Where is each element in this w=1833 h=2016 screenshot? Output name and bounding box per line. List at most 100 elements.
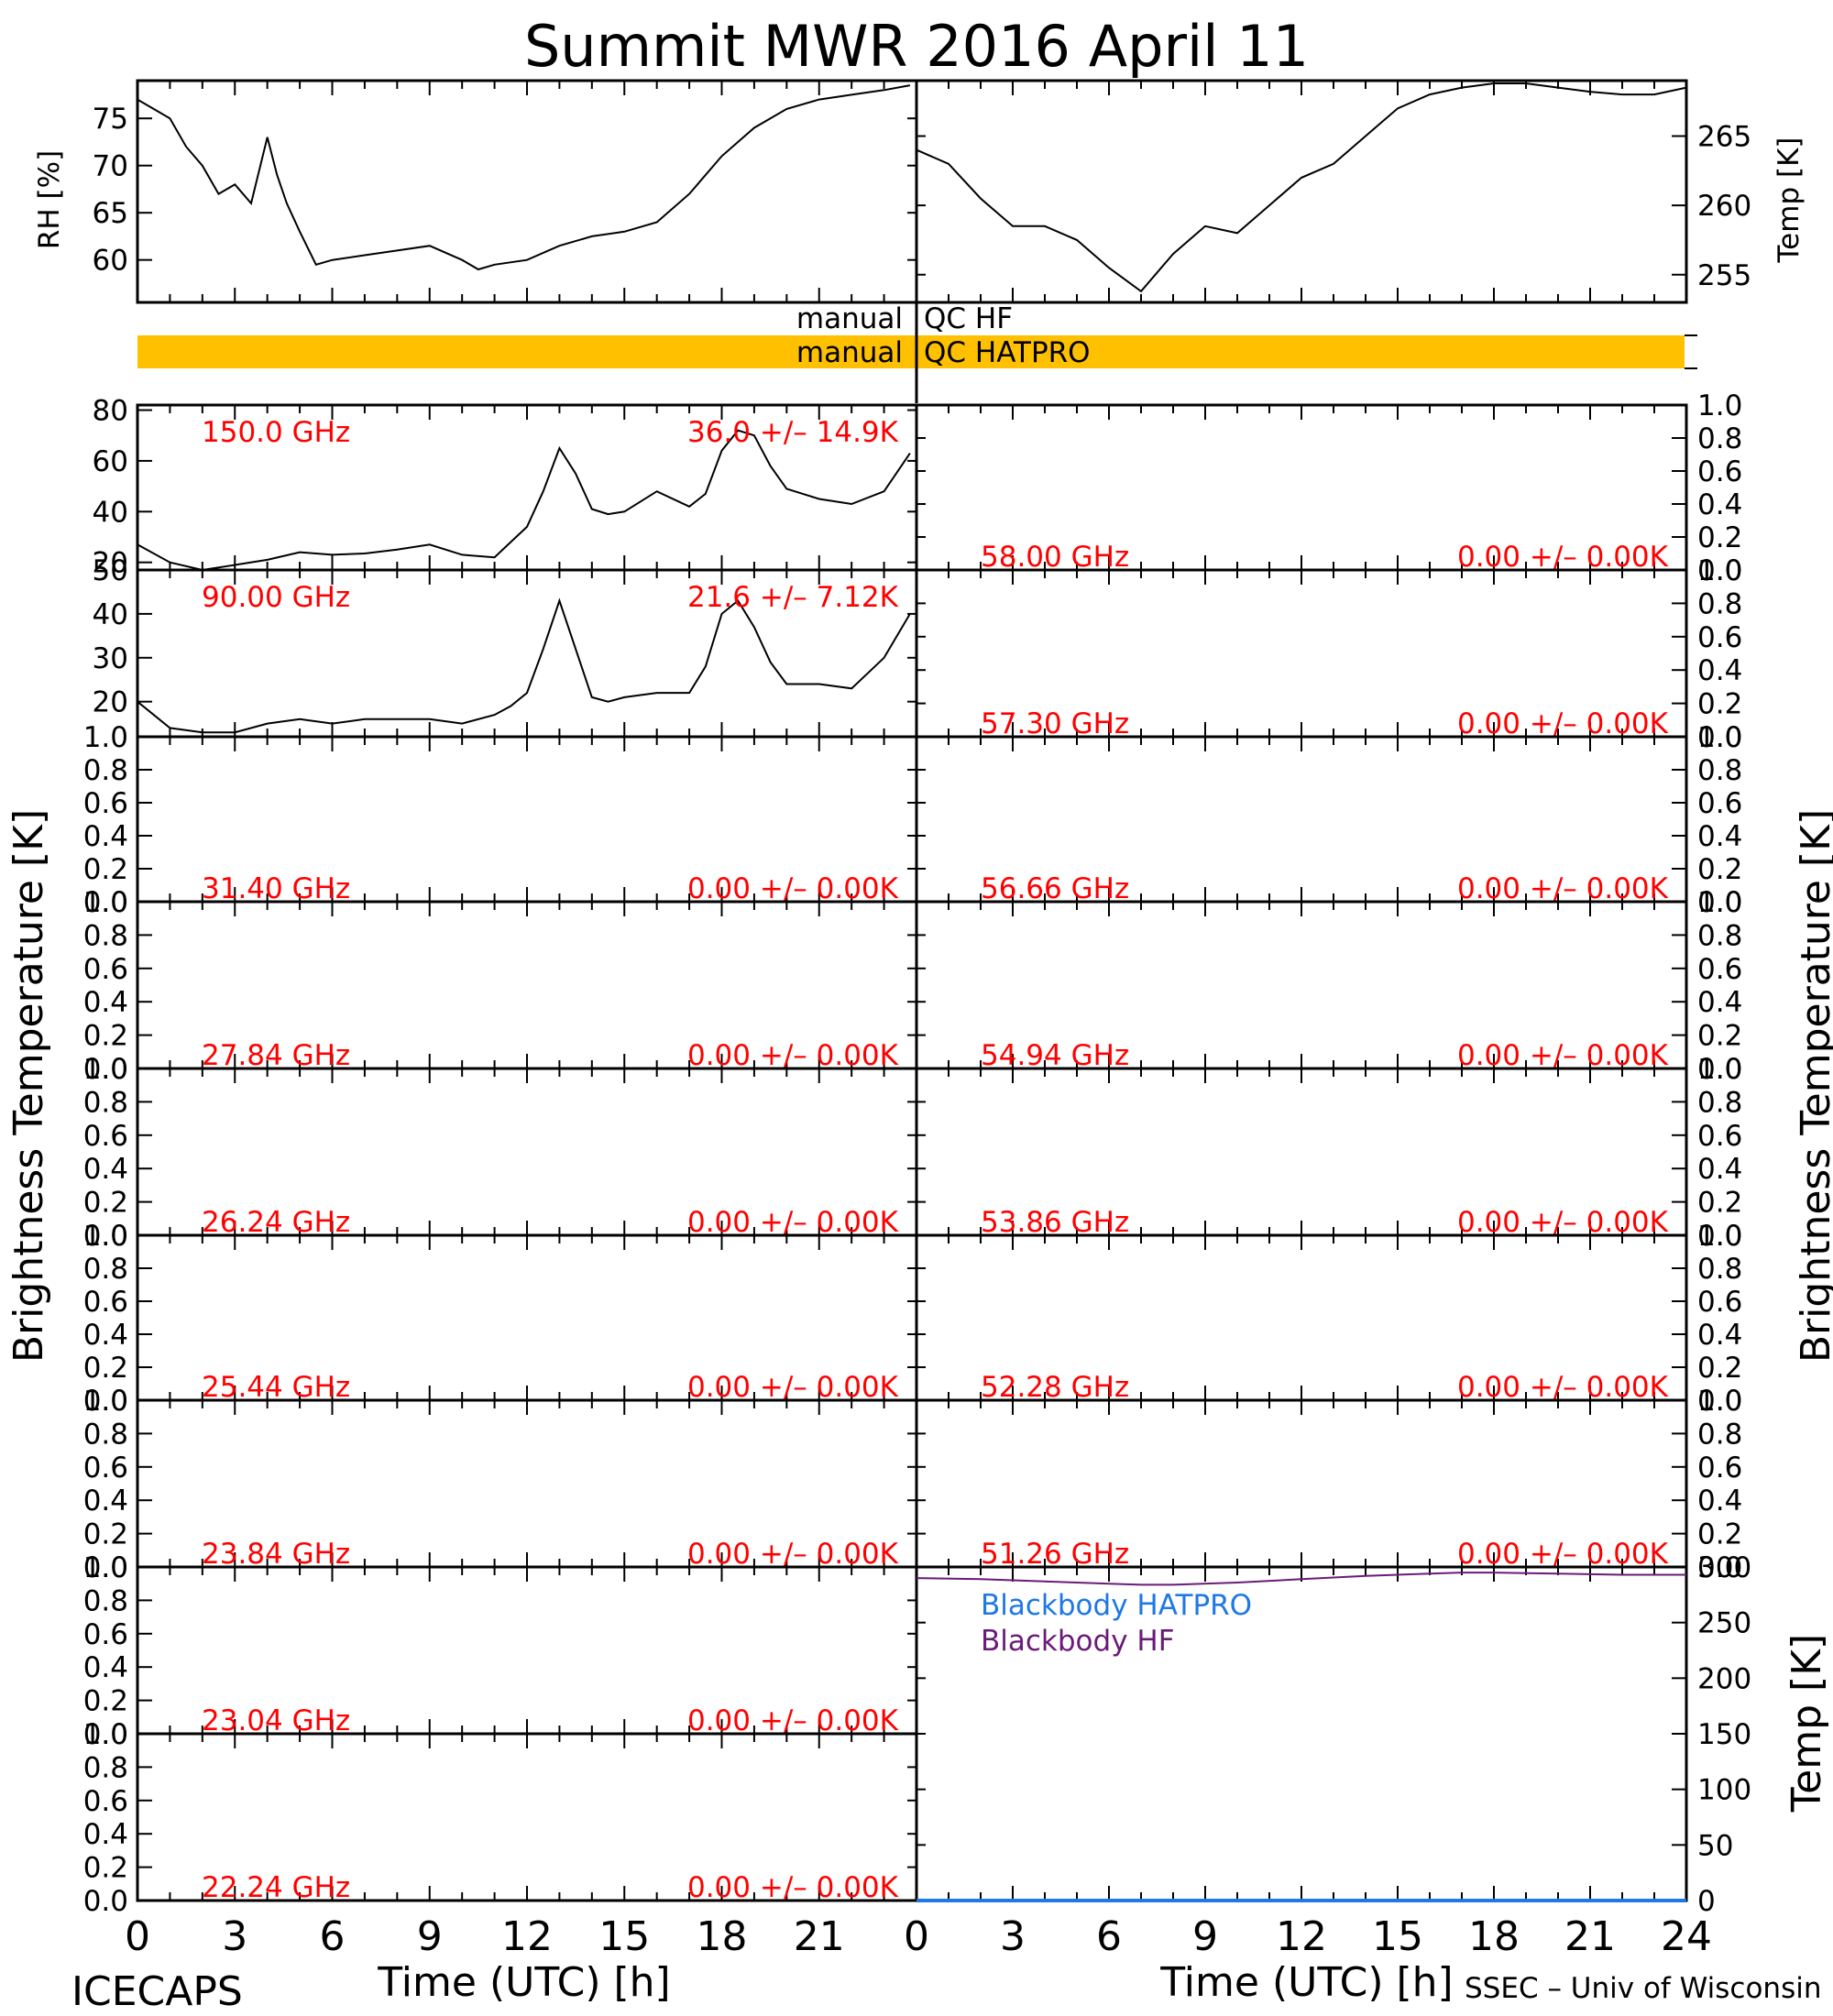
channel-label: 26.24 GHz xyxy=(202,1206,350,1239)
y-tick-label: 0.6 xyxy=(83,1120,128,1153)
x-tick-label-right: 18 xyxy=(1468,1913,1520,1960)
panel-ch5666: 0.00.20.40.60.81.056.66 GHz 0.00 +/– 0.00… xyxy=(915,721,1742,919)
qc-section: manual QC HF manual QC HATPRO xyxy=(137,302,1697,403)
y-tick-label: 0.2 xyxy=(83,1685,128,1718)
channel-label: 25.44 GHz xyxy=(202,1371,350,1404)
stats-label: 0.00 +/– 0.00K xyxy=(687,872,899,905)
y-tick-label: 0.2 xyxy=(1697,1187,1742,1220)
bt-right-axis-label: Brightness Temperature [K] xyxy=(1793,809,1833,1363)
y-tick-label: 0.6 xyxy=(83,1785,128,1818)
blackbody-temp-axis-label: Temp [K] xyxy=(1784,1634,1830,1813)
panel-rh: 60 65 70 75 xyxy=(93,79,918,304)
y-tick-label: 0.4 xyxy=(1697,986,1742,1019)
y-tick-label: 0.2 xyxy=(1697,688,1742,721)
y-tick-label: 0.0 xyxy=(1697,1551,1742,1584)
y-tick-label: 255 xyxy=(1697,259,1751,292)
x-tick-label-left: 9 xyxy=(417,1913,443,1960)
panel-ch5800: 0.00.20.40.60.81.058.00 GHz 0.00 +/– 0.00… xyxy=(915,389,1742,587)
y-tick-label: 0 xyxy=(1697,1885,1716,1918)
qc-hf-right-label: QC HF xyxy=(924,302,1013,335)
panel-ch5386: 0.00.20.40.60.81.053.86 GHz 0.00 +/– 0.00… xyxy=(915,1053,1742,1253)
y-tick-label: 80 xyxy=(93,395,128,428)
y-tick-label: 0.4 xyxy=(83,1651,128,1684)
x-tick-label-right: 6 xyxy=(1096,1913,1122,1960)
channel-label: 58.00 GHz xyxy=(981,541,1129,574)
y-tick-label: 50 xyxy=(1697,1829,1733,1862)
y-tick-label: 0.4 xyxy=(1697,820,1742,853)
y-tick-label: 200 xyxy=(1697,1662,1751,1695)
x-tick-label-right: 3 xyxy=(1000,1913,1026,1960)
y-tick-label: 0.0 xyxy=(83,1551,128,1584)
y-tick-label: 20 xyxy=(93,547,128,580)
y-tick-label: 0.8 xyxy=(1697,422,1742,455)
rh-axis-label: RH [%] xyxy=(33,150,66,249)
y-tick-label: 0.8 xyxy=(83,919,128,952)
y-tick-label: 0.4 xyxy=(1697,1319,1742,1352)
y-tick-label: 0.4 xyxy=(83,1319,128,1352)
y-tick-label: 60 xyxy=(93,445,128,478)
y-tick-label: 0.4 xyxy=(83,1153,128,1186)
y-tick-label: 0.8 xyxy=(1697,1253,1742,1286)
y-tick-label: 30 xyxy=(93,642,128,675)
y-tick-label: 0.0 xyxy=(83,1053,128,1086)
x-tick-label-left: 0 xyxy=(125,1913,150,1960)
y-tick-label: 100 xyxy=(1697,1774,1751,1807)
y-tick-label: 70 xyxy=(93,150,128,183)
x-tick-label-right: 12 xyxy=(1276,1913,1327,1960)
channel-label: 27.84 GHz xyxy=(202,1039,350,1072)
y-tick-label: 0.2 xyxy=(1697,1352,1742,1385)
x-axis-label-left: Time (UTC) [h] xyxy=(377,1959,670,2006)
channel-label: 54.94 GHz xyxy=(981,1039,1129,1072)
y-tick-label: 50 xyxy=(93,554,128,587)
y-tick-label: 0.6 xyxy=(83,1452,128,1485)
panel-ch2224: 0.00.20.40.60.81.022.24 GHz 0.00 +/– 0.00… xyxy=(83,1718,918,1918)
channel-label: 57.30 GHz xyxy=(981,707,1129,740)
panel-ch5494: 0.00.20.40.60.81.054.94 GHz 0.00 +/– 0.00… xyxy=(915,886,1742,1086)
stats-label: 0.00 +/– 0.00K xyxy=(1457,707,1669,740)
stats-label: 0.00 +/– 0.00K xyxy=(1457,1206,1669,1239)
figure-title: Summit MWR 2016 April 11 xyxy=(524,13,1309,80)
panel-bt90: 20 30 40 50 90.00 GHz 21.6 +/– 7.12K xyxy=(93,554,918,739)
stats-label: 0.00 +/– 0.00K xyxy=(1457,872,1669,905)
x-tick-label-left: 18 xyxy=(697,1913,748,1960)
y-tick-label: 1.0 xyxy=(1697,389,1742,422)
footer-right-label: SSEC – Univ of Wisconsin xyxy=(1465,1972,1821,2005)
x-tick-label-left: 12 xyxy=(501,1913,553,1960)
stats-label: 36.0 +/– 14.9K xyxy=(687,416,899,449)
y-tick-label: 0.8 xyxy=(83,754,128,787)
stats-label: 0.00 +/– 0.00K xyxy=(1457,1039,1669,1072)
panel-temp: 255 260 265 xyxy=(915,79,1751,304)
series-line-blackbody-hf xyxy=(916,1572,1686,1586)
y-tick-label: 1.0 xyxy=(1697,1053,1742,1086)
qc-hatpro-bar xyxy=(137,335,1685,368)
y-tick-label: 0.2 xyxy=(1697,521,1742,554)
y-tick-label: 0.6 xyxy=(1697,455,1742,488)
y-tick-label: 265 xyxy=(1697,121,1751,154)
y-tick-label: 0.0 xyxy=(1697,1053,1742,1086)
panel-ch2304: 0.00.20.40.60.81.023.04 GHz 0.00 +/– 0.00… xyxy=(83,1551,918,1751)
panel-ch5228: 0.00.20.40.60.81.052.28 GHz 0.00 +/– 0.00… xyxy=(915,1220,1742,1418)
y-tick-label: 0.6 xyxy=(1697,953,1742,986)
x-tick-label-left: 6 xyxy=(320,1913,346,1960)
panel-ch2784: 0.00.20.40.60.81.027.84 GHz 0.00 +/– 0.00… xyxy=(83,886,918,1086)
y-tick-label: 0.4 xyxy=(83,986,128,1019)
panel-ch5126: 0.00.20.40.60.81.051.26 GHz 0.00 +/– 0.00… xyxy=(915,1385,1742,1584)
y-tick-label: 0.6 xyxy=(83,1618,128,1651)
stats-label: 0.00 +/– 0.00K xyxy=(687,1039,899,1072)
y-tick-label: 0.8 xyxy=(1697,587,1742,620)
y-tick-label: 0.8 xyxy=(83,1418,128,1451)
y-tick-label: 40 xyxy=(93,496,128,529)
y-tick-label: 0.4 xyxy=(1697,1485,1742,1517)
y-tick-label: 1.0 xyxy=(1697,721,1742,754)
y-tick-label: 250 xyxy=(1697,1607,1751,1640)
y-tick-label: 0.8 xyxy=(1697,919,1742,952)
y-tick-label: 0.2 xyxy=(83,1518,128,1551)
y-tick-label: 0.4 xyxy=(1697,488,1742,521)
channel-label: 23.04 GHz xyxy=(202,1704,350,1737)
series-line-bt90 xyxy=(137,597,911,734)
y-tick-label: 260 xyxy=(1697,190,1751,223)
x-tick-label-right: 0 xyxy=(904,1913,929,1960)
y-tick-label: 0.0 xyxy=(1697,886,1742,919)
plot-panels: 60 65 70 75 255 260 265 20 40 60 80 150.0 GHz 36.0 +… xyxy=(83,79,1751,1918)
